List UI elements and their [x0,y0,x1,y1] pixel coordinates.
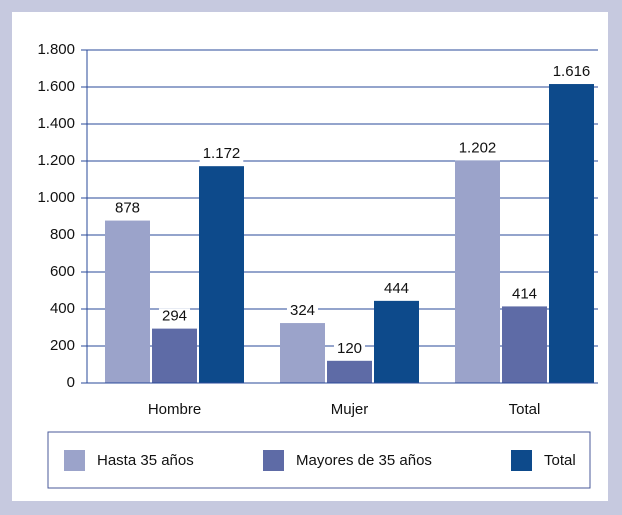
y-tick-label: 200 [50,337,75,354]
legend-label: Mayores de 35 años [296,452,432,469]
data-label: 414 [512,285,537,302]
label-bg [286,303,319,320]
y-tick-label: 600 [50,263,75,280]
data-label: 444 [384,280,409,297]
legend-label: Total [544,452,576,469]
label-bg [158,308,191,325]
label-bg [199,146,244,163]
y-tick-label: 800 [50,226,75,243]
y-tick-label: 1.400 [37,115,75,132]
bar [455,160,500,383]
label-bg [455,140,500,157]
legend-swatch [263,450,284,471]
bar [152,328,197,383]
y-tick-label: 0 [67,374,75,391]
y-tick-label: 1.600 [37,78,75,95]
legend-label: Hasta 35 años [97,452,194,469]
y-tick-label: 1.800 [37,41,75,58]
data-label: 1.616 [553,63,591,80]
x-tick-label: Total [509,401,541,418]
bar [549,84,594,383]
bar [199,166,244,383]
legend-swatch [64,450,85,471]
label-bg [508,286,541,303]
y-tick-label: 1.200 [37,152,75,169]
data-label: 878 [115,200,140,217]
data-label: 1.172 [203,145,241,162]
legend-swatch [511,450,532,471]
data-label: 294 [162,308,187,325]
label-bg [333,340,366,357]
bar [280,323,325,383]
bar [105,220,150,383]
bar [502,306,547,383]
data-label: 324 [290,302,315,319]
label-bg [549,64,594,81]
data-label: 1.202 [459,140,497,157]
x-tick-label: Hombre [148,401,201,418]
y-tick-label: 400 [50,300,75,317]
panel [12,12,608,501]
x-tick-label: Mujer [331,401,369,418]
label-bg [111,200,144,217]
bar [374,300,419,383]
data-label: 120 [337,340,362,357]
bar [327,360,372,383]
label-bg [380,280,413,297]
y-tick-label: 1.000 [37,189,75,206]
legend-box [47,431,591,489]
